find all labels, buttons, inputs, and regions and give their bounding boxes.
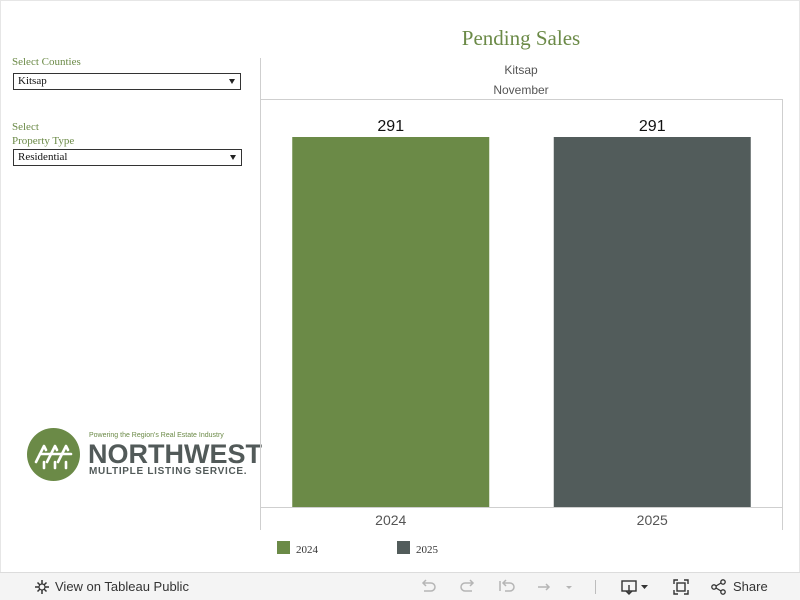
logo-trees-icon bbox=[27, 428, 80, 481]
view-on-tableau-label: View on Tableau Public bbox=[55, 579, 189, 594]
download-icon[interactable] bbox=[620, 578, 652, 596]
undo-icon[interactable] bbox=[418, 578, 438, 596]
logo-name: NORTHWEST bbox=[88, 439, 262, 469]
property-type-label-line1: Select bbox=[12, 121, 39, 133]
fullscreen-icon[interactable] bbox=[671, 578, 691, 596]
column-header: November bbox=[493, 83, 548, 97]
legend-swatch bbox=[277, 541, 290, 554]
row-header: Kitsap bbox=[504, 63, 538, 77]
redo-icon[interactable] bbox=[458, 578, 478, 596]
x-tick-label-2024: 2024 bbox=[375, 512, 406, 528]
refresh-icon[interactable] bbox=[535, 578, 555, 596]
bar-2025[interactable] bbox=[553, 137, 751, 507]
county-filter-label: Select Counties bbox=[12, 56, 81, 68]
data-label-2025: 291 bbox=[639, 118, 666, 135]
x-tick-label-2025: 2025 bbox=[637, 512, 668, 528]
property-type-select-value: Residential bbox=[18, 151, 68, 163]
legend-label: 2024 bbox=[296, 544, 318, 556]
bar-2024[interactable] bbox=[292, 137, 490, 507]
share-icon bbox=[711, 579, 726, 595]
property-type-label-line2: Property Type bbox=[12, 135, 75, 147]
tableau-toolbar: View on Tableau Public Share bbox=[0, 572, 800, 600]
bar-chart: Kitsap November 291 2024 291 2025 bbox=[260, 58, 783, 530]
dashboard-title: Pending Sales bbox=[461, 26, 581, 50]
dropdown-arrow-icon bbox=[229, 79, 235, 84]
county-select[interactable]: Kitsap bbox=[13, 73, 241, 90]
data-label-2024: 291 bbox=[377, 118, 404, 135]
share-label: Share bbox=[733, 579, 768, 594]
tableau-icon bbox=[35, 580, 49, 594]
chevron-down-icon[interactable] bbox=[563, 578, 575, 596]
toolbar-divider bbox=[595, 580, 596, 594]
county-select-value: Kitsap bbox=[18, 75, 47, 87]
legend-swatch bbox=[397, 541, 410, 554]
logo-tagline: Powering the Region's Real Estate Indust… bbox=[89, 432, 224, 439]
legend-label: 2025 bbox=[416, 544, 438, 556]
property-type-select[interactable]: Residential bbox=[13, 149, 242, 166]
revert-icon[interactable] bbox=[497, 578, 517, 596]
logo-subtitle: MULTIPLE LISTING SERVICE. bbox=[89, 466, 248, 477]
dropdown-arrow-icon bbox=[230, 155, 236, 160]
nwmls-logo: Powering the Region's Real Estate Indust… bbox=[27, 428, 262, 484]
